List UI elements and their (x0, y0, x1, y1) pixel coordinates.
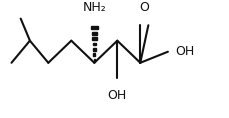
Bar (92, 43, 96, 45)
Bar (93, 53, 95, 56)
Text: OH: OH (174, 45, 193, 58)
Bar (93, 48, 95, 51)
Bar (91, 26, 97, 29)
Bar (92, 37, 96, 40)
Text: O: O (139, 1, 148, 14)
Bar (91, 32, 97, 35)
Text: NH₂: NH₂ (82, 1, 106, 14)
Text: OH: OH (107, 89, 126, 102)
